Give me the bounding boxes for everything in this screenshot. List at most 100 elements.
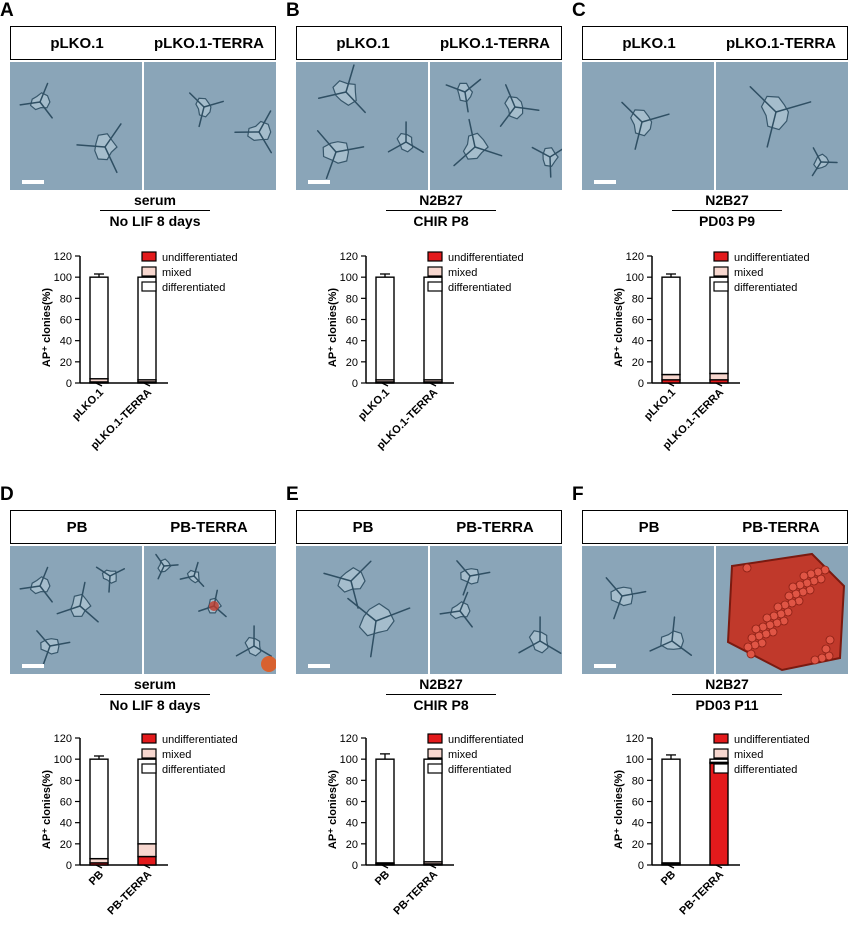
panel-header: PB PB-TERRA <box>582 510 848 544</box>
panel-letter: F <box>572 484 584 506</box>
condition-rule <box>386 694 496 695</box>
cell-process <box>821 162 837 163</box>
y-tick-label: 120 <box>340 733 358 745</box>
x-tick-label: PB-TERRA <box>105 869 154 918</box>
legend-label: mixed <box>448 267 477 279</box>
legend-swatch <box>714 764 728 773</box>
y-tick-label: 60 <box>632 315 644 327</box>
condition-bottom: CHIR P8 <box>366 213 516 229</box>
micrograph-left <box>296 62 428 190</box>
bar-segment-differentiated <box>710 759 728 762</box>
condition-rule <box>672 694 782 695</box>
condition-label: N2B27 CHIR P8 <box>366 676 516 713</box>
micrograph-left <box>582 546 714 674</box>
x-tick-label: pLKO.1 <box>70 387 106 423</box>
scale-bar <box>22 180 44 184</box>
header-left-label: pLKO.1 <box>297 35 429 52</box>
y-tick-label: 100 <box>340 272 358 284</box>
y-tick-label: 40 <box>60 818 72 830</box>
bar-segment-differentiated <box>90 277 108 379</box>
condition-top: serum <box>80 676 230 694</box>
x-tick-label: PB <box>373 869 392 888</box>
y-tick-label: 80 <box>632 775 644 787</box>
bar-segment-differentiated <box>424 277 442 380</box>
micrograph-pair <box>582 62 848 190</box>
colony-cell <box>763 614 771 622</box>
y-tick-label: 0 <box>352 378 358 390</box>
bar-segment-differentiated <box>424 759 442 862</box>
header-left-label: PB <box>583 519 715 536</box>
y-axis-label: AP⁺ clonies(%) <box>41 770 53 849</box>
legend-label: mixed <box>734 267 763 279</box>
y-tick-label: 60 <box>346 315 358 327</box>
legend-swatch <box>142 734 156 743</box>
y-tick-label: 20 <box>346 839 358 851</box>
legend-swatch <box>428 749 442 758</box>
condition-bottom: CHIR P8 <box>366 697 516 713</box>
micrograph-pair <box>296 546 562 674</box>
legend-swatch <box>428 252 442 261</box>
panel-header: PB PB-TERRA <box>10 510 276 544</box>
colony-cell <box>752 625 760 633</box>
scale-bar <box>308 664 330 668</box>
legend-swatch <box>142 267 156 276</box>
condition-rule <box>100 694 210 695</box>
y-tick-label: 120 <box>340 251 358 263</box>
colony-cell <box>811 656 819 664</box>
y-axis-label: AP⁺ clonies(%) <box>613 288 625 367</box>
y-tick-label: 0 <box>638 378 644 390</box>
y-tick-label: 40 <box>632 818 644 830</box>
header-left-label: pLKO.1 <box>11 35 143 52</box>
panel-a: A pLKO.1 pLKO.1-TERRA serum No LIF 8 day… <box>2 2 282 452</box>
legend-label: differentiated <box>448 282 511 294</box>
y-axis-label: AP⁺ clonies(%) <box>327 770 339 849</box>
condition-label: N2B27 CHIR P8 <box>366 192 516 229</box>
bar-segment-undifferentiated <box>710 763 728 865</box>
bar-segment-differentiated <box>376 759 394 863</box>
legend-label: mixed <box>448 749 477 761</box>
micrograph-right <box>430 62 562 190</box>
legend-label: undifferentiated <box>448 734 524 746</box>
panel-letter: B <box>286 0 300 22</box>
y-tick-label: 100 <box>626 272 644 284</box>
y-tick-label: 40 <box>346 336 358 348</box>
micrograph-divider <box>428 62 430 190</box>
legend-swatch <box>714 252 728 261</box>
bar-segment-differentiated <box>710 277 728 373</box>
colony-cell <box>743 564 751 572</box>
legend-swatch <box>142 749 156 758</box>
legend-swatch <box>714 734 728 743</box>
header-left-label: PB <box>11 519 143 536</box>
y-tick-label: 20 <box>632 839 644 851</box>
y-tick-label: 0 <box>638 860 644 872</box>
y-tick-label: 80 <box>346 293 358 305</box>
y-axis-label: AP⁺ clonies(%) <box>327 288 339 367</box>
legend-label: undifferentiated <box>162 252 238 264</box>
legend-label: undifferentiated <box>734 734 810 746</box>
condition-rule <box>100 210 210 211</box>
y-tick-label: 80 <box>632 293 644 305</box>
y-tick-label: 80 <box>60 293 72 305</box>
legend-label: differentiated <box>448 764 511 776</box>
y-tick-label: 20 <box>60 357 72 369</box>
y-tick-label: 20 <box>346 357 358 369</box>
micrograph-pair <box>582 546 848 674</box>
x-tick-label: pLKO.1 <box>356 387 392 423</box>
colony-cell <box>748 634 756 642</box>
x-tick-label: PB-TERRA <box>677 869 726 918</box>
condition-bottom: No LIF 8 days <box>80 213 230 229</box>
bar-segment-mixed <box>662 375 680 380</box>
condition-label: N2B27 PD03 P11 <box>652 676 802 713</box>
y-tick-label: 40 <box>632 336 644 348</box>
y-tick-label: 80 <box>346 775 358 787</box>
colony-cell <box>744 643 752 651</box>
bar-segment-differentiated <box>376 277 394 380</box>
y-tick-label: 0 <box>66 860 72 872</box>
panel-letter: D <box>0 484 14 506</box>
y-tick-label: 120 <box>54 251 72 263</box>
